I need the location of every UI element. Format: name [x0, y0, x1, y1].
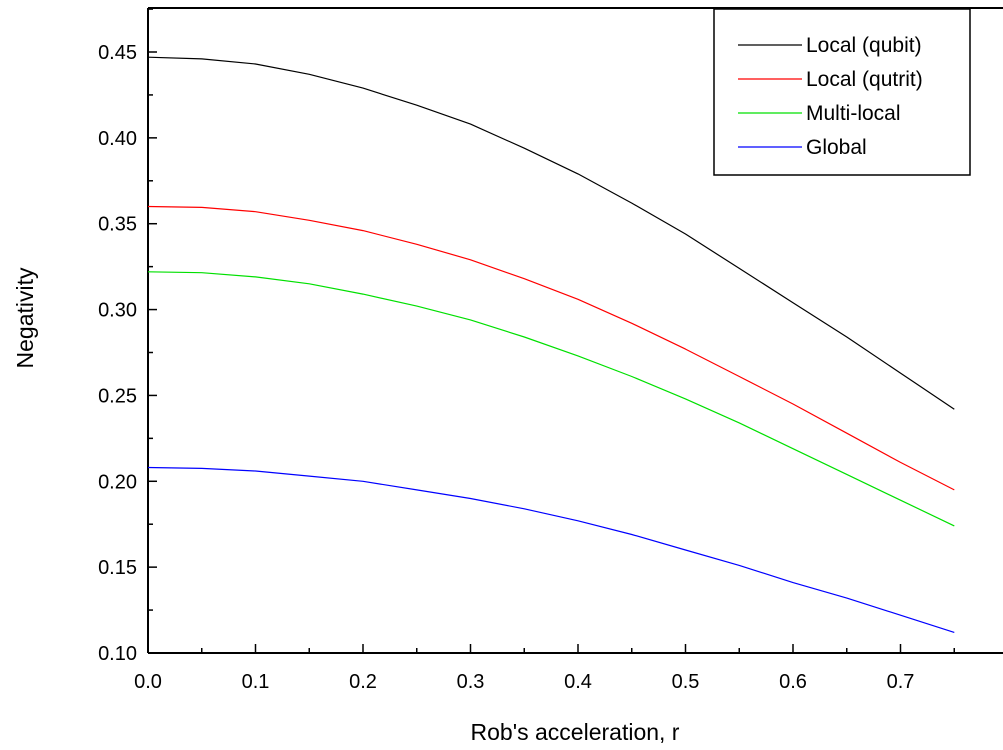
y-axis-title: Negativity: [12, 267, 38, 368]
series-layer: [147, 56, 955, 633]
x-tick-label: 0.1: [242, 671, 270, 693]
y-tick-label: 0.30: [98, 300, 137, 322]
legend: Local (qubit) Local (qutrit) Multi-local Gl…: [713, 8, 971, 176]
y-tick-label: 0.15: [98, 557, 137, 579]
y-tick-label: 0.40: [98, 128, 137, 150]
plot-frame: [147, 7, 1003, 654]
x-tick-label: 0.0: [134, 671, 162, 693]
x-tick-label: 0.5: [672, 671, 700, 693]
series-line-local-qubit: [147, 56, 955, 410]
x-tick-label: 0.7: [887, 671, 915, 693]
series-line-local-qutrit: [147, 205, 955, 491]
x-tick-label: 0.6: [779, 671, 807, 693]
x-tick-label: 0.4: [564, 671, 592, 693]
x-axis-title: Rob's acceleration, r: [471, 719, 680, 745]
legend-label: Global: [806, 136, 867, 159]
series-line-global: [147, 466, 955, 633]
x-axis: 0.0 0.1 0.2 0.3 0.4 0.5 0.6 0.7: [134, 644, 955, 693]
x-tick-label: 0.2: [349, 671, 377, 693]
x-tick-label: 0.3: [457, 671, 485, 693]
y-tick-label: 0.25: [98, 385, 137, 407]
y-tick-label: 0.45: [98, 42, 137, 64]
y-tick-label: 0.35: [98, 214, 137, 236]
y-tick-label: 0.20: [98, 471, 137, 493]
series-line-multi-local: [147, 271, 955, 527]
y-axis: 0.10 0.15 0.20 0.25 0.30 0.35 0.40 0.45: [98, 8, 157, 665]
legend-label: Local (qutrit): [806, 68, 923, 91]
legend-label: Local (qubit): [806, 34, 922, 57]
legend-label: Multi-local: [806, 102, 901, 125]
y-tick-label: 0.10: [98, 643, 137, 665]
